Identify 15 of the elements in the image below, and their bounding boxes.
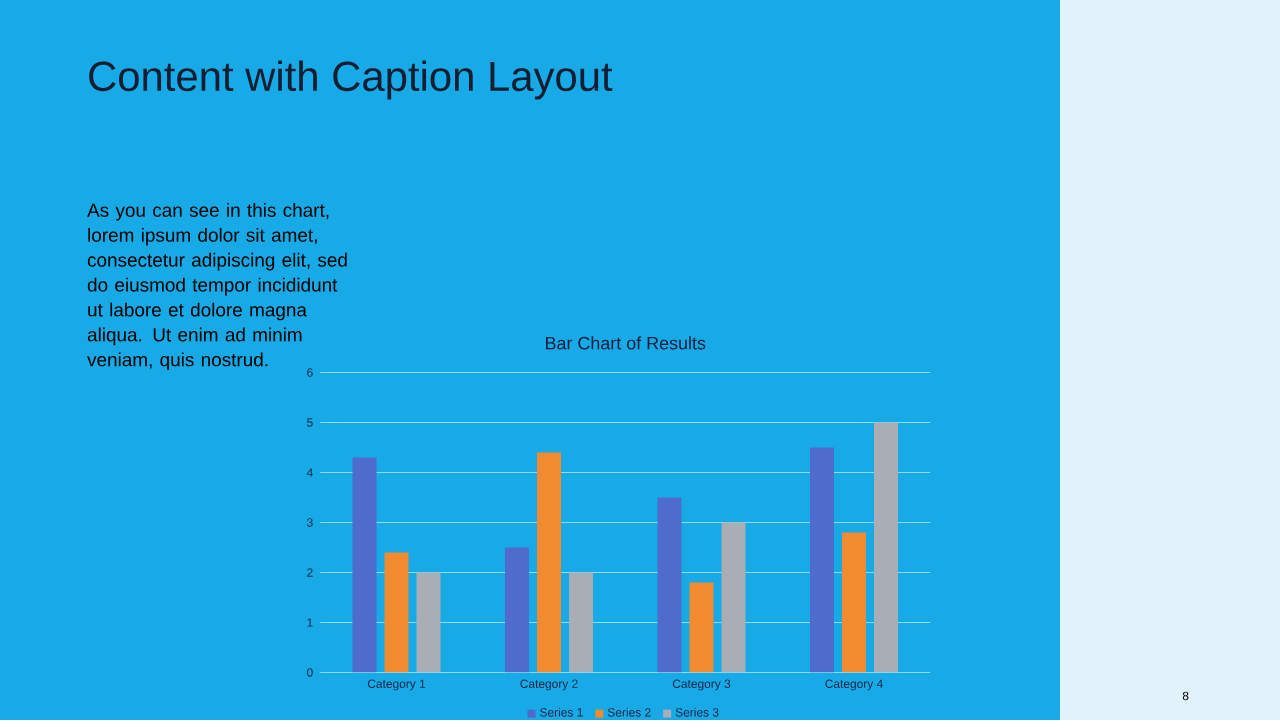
text: Content with Caption Layout xyxy=(89,60,613,100)
bar xyxy=(537,452,562,673)
bar xyxy=(874,422,899,673)
bar xyxy=(810,447,835,673)
bar xyxy=(842,532,867,673)
bar xyxy=(352,457,377,673)
bar xyxy=(416,572,441,673)
text: As you can see in this chart, lorem ipsum dolor sit amet, consectetur adipiscing elit, sed do eiusmod tempor incididunt ut labore et dolore magna aliqua. Ut enim ad minim veniam, quis nostrud. xyxy=(87,203,347,371)
bar xyxy=(689,582,714,673)
bar xyxy=(569,572,594,673)
bar xyxy=(505,547,530,673)
chart-title: Bar Chart of Results xyxy=(546,336,706,350)
bar xyxy=(384,552,409,673)
bar xyxy=(721,522,746,673)
bar xyxy=(657,497,682,673)
